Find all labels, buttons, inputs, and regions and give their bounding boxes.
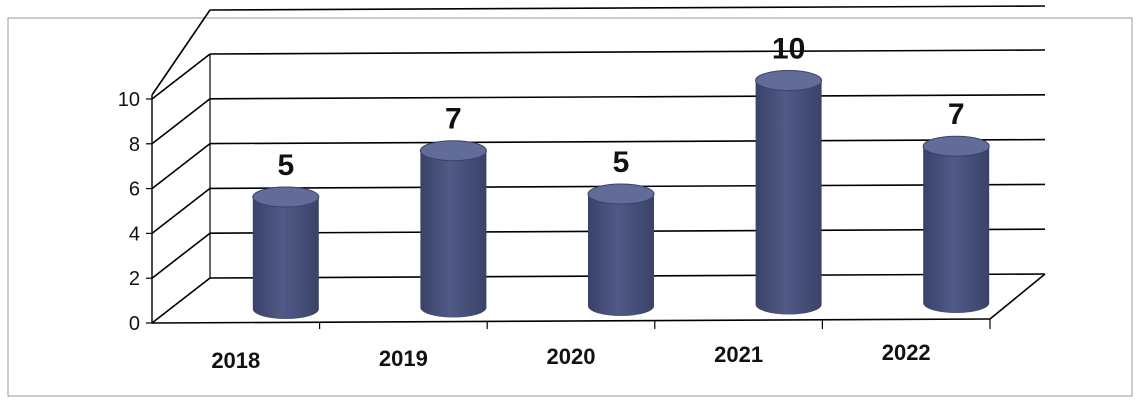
x-axis: 2018 2019 2020 2021 2022: [211, 319, 991, 373]
data-label: 5: [277, 149, 294, 182]
gridline: [209, 94, 1046, 100]
bar-top: [419, 140, 487, 162]
y-tick-label: 6: [129, 179, 140, 201]
gridline-side: [151, 232, 211, 279]
y-tick-label: 4: [129, 223, 140, 245]
bar: [922, 135, 990, 313]
gridline-side: [151, 187, 211, 235]
bar: [252, 186, 320, 319]
gridline: [209, 49, 1046, 55]
gridline-side: [151, 142, 211, 190]
bar-top: [922, 135, 990, 157]
bar-body: [923, 146, 990, 313]
y-tick-label: 8: [129, 134, 140, 156]
bar: [419, 140, 487, 318]
y-axis: 0 2 4 6 8 10: [118, 54, 211, 335]
gridline-side: [151, 9, 211, 96]
data-labels: 5 7 5 10 7: [277, 33, 964, 183]
chart-border: [7, 17, 1133, 397]
y-tick-label: 0: [129, 313, 140, 335]
gridline-side: [151, 277, 211, 324]
x-tick-label: 2021: [714, 342, 763, 367]
bar-body: [252, 197, 319, 319]
y-tick-label: 2: [129, 268, 140, 290]
gridline: [209, 138, 1046, 145]
x-tick-label: 2018: [211, 348, 260, 373]
gridline: [209, 5, 1046, 11]
x-tick-label: 2019: [379, 346, 428, 371]
data-label: 5: [613, 146, 630, 179]
data-label: 7: [948, 98, 965, 131]
gridline-side: [151, 53, 211, 100]
bar-top: [587, 183, 655, 205]
x-tick-label: 2022: [882, 340, 931, 365]
gridlines: [151, 5, 1046, 324]
bar-body: [755, 80, 822, 315]
gridline-side: [151, 98, 211, 145]
floor-right: [989, 273, 1046, 320]
bar-body: [588, 194, 654, 316]
data-label: 10: [772, 33, 805, 66]
data-label: 7: [445, 103, 462, 136]
bar-top: [755, 70, 823, 91]
bar: [755, 70, 823, 315]
x-tick-label: 2020: [547, 344, 596, 369]
floor-front: [151, 318, 991, 324]
bars: [252, 70, 990, 319]
bar: [587, 183, 655, 316]
y-tick-label: 10: [118, 89, 140, 111]
bar-top: [252, 186, 320, 208]
bar-body: [420, 150, 487, 318]
